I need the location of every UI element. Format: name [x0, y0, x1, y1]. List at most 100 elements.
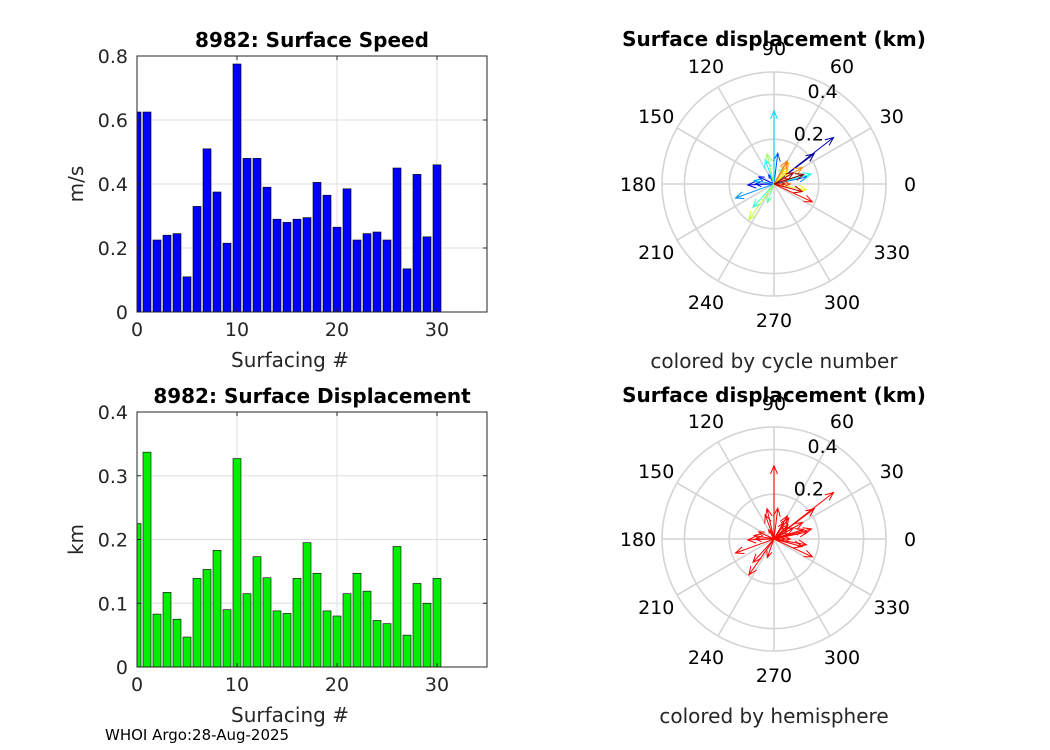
vector-arrowhead: [734, 191, 745, 199]
polar-angle-label: 240: [688, 647, 724, 669]
polar-radius-label: 0.4: [808, 81, 838, 103]
displacement-vector: [734, 538, 775, 554]
bar: [342, 188, 352, 313]
bar: [412, 174, 422, 313]
vector-shaft: [758, 531, 775, 540]
polar-angle-label: 180: [620, 529, 656, 551]
polar-angle-label: 120: [688, 56, 724, 78]
x-tick-label: 30: [425, 319, 449, 341]
bar: [432, 578, 442, 668]
x-tick-label: 20: [325, 674, 349, 696]
x-axis-label: Surfacing #: [231, 703, 349, 727]
polar-angle-label: 210: [638, 597, 674, 619]
bar: [402, 634, 412, 668]
polar-title: Surface displacement (km): [622, 383, 926, 407]
bar: [352, 572, 362, 668]
vector-arrowhead: [781, 171, 789, 179]
polar-caption: colored by hemisphere: [659, 704, 888, 728]
vector-shaft: [773, 528, 804, 540]
vector-arrowhead: [781, 182, 787, 186]
bar: [292, 218, 302, 313]
displacement-vector: [773, 538, 814, 558]
vector-arrowhead: [782, 533, 790, 538]
vector-shaft: [764, 159, 775, 185]
bar: [332, 226, 342, 313]
polar-angle-label: 30: [880, 106, 904, 128]
vector-arrowhead: [757, 176, 765, 182]
displacement-vector: [773, 527, 795, 540]
vector-arrowhead: [780, 516, 790, 527]
vector-shaft: [773, 538, 813, 558]
vector-arrowhead: [794, 528, 805, 536]
bar: [402, 268, 412, 313]
vector-shaft: [748, 183, 775, 221]
displacement-vector: [757, 531, 775, 540]
bar: [422, 602, 432, 668]
bar: [222, 609, 232, 668]
bar: [252, 158, 262, 313]
bar: [312, 572, 322, 668]
bar: [162, 234, 172, 313]
bar: [182, 636, 192, 668]
vector-arrowhead: [802, 527, 813, 535]
displacement-vector: [764, 507, 775, 540]
polar-caption: colored by cycle number: [650, 349, 898, 373]
vector-shaft: [773, 515, 788, 540]
vector-shaft: [773, 183, 803, 193]
y-tick-label: 0.3: [98, 466, 128, 488]
x-axis-label: Surfacing #: [231, 348, 349, 372]
vector-shaft: [773, 172, 794, 185]
bar: [232, 458, 242, 668]
polar-angle-label: 60: [830, 411, 854, 433]
bar: [372, 620, 382, 668]
vector-shaft: [748, 538, 775, 576]
bar: [362, 233, 372, 313]
polar-angle-label: 300: [824, 292, 860, 314]
displacement-vector: [752, 533, 775, 540]
y-axis-label: km: [64, 524, 88, 555]
x-tick-label: 10: [225, 674, 249, 696]
polar-radius-label: 0.2: [794, 479, 824, 501]
bar: [162, 592, 172, 668]
displacement-vector: [773, 183, 814, 203]
vector-arrowhead: [766, 195, 773, 204]
vector-arrowhead: [770, 109, 778, 120]
displacement-vector: [773, 526, 789, 540]
vector-shaft: [754, 180, 775, 185]
bar: [252, 556, 262, 668]
bar: [152, 239, 162, 313]
bar: [362, 590, 372, 668]
bar: [212, 191, 222, 313]
x-tick-label: 0: [131, 674, 143, 696]
y-tick-label: 0: [116, 657, 128, 679]
vector-arrowhead: [794, 173, 805, 181]
chart-title: 8982: Surface Speed: [195, 28, 429, 52]
displacement-vector: [773, 514, 788, 540]
bar: [202, 148, 212, 313]
polar-angle-label: 210: [638, 242, 674, 264]
displacement-vector: [752, 538, 775, 564]
displacement-vector: [764, 152, 775, 185]
displacement-vector: [766, 538, 775, 559]
bar: [272, 218, 282, 313]
polar-angle-label: 240: [688, 292, 724, 314]
vector-shaft: [735, 538, 775, 554]
vector-arrowhead: [784, 181, 792, 187]
vector-arrowhead: [803, 194, 814, 203]
bar: [192, 578, 202, 668]
bar: [332, 615, 342, 668]
bar: [422, 236, 432, 313]
vector-arrowhead: [779, 159, 788, 170]
bar: [262, 186, 272, 313]
bar: [232, 63, 242, 313]
displacement-vector: [734, 183, 775, 199]
vector-arrowhead: [748, 210, 757, 221]
vector-arrowhead: [772, 151, 781, 162]
y-tick-label: 0.6: [98, 110, 128, 132]
y-axis-label: m/s: [64, 166, 88, 203]
displacement-vector: [772, 151, 781, 185]
bar: [382, 239, 392, 313]
polar-angle-label: 0: [904, 174, 916, 196]
vector-shaft: [735, 183, 775, 199]
bar: [302, 542, 312, 668]
